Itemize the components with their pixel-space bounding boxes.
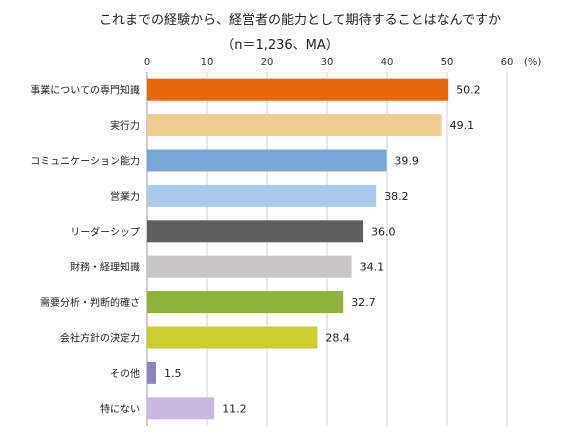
category-label: 会社方針の決定力 <box>60 332 140 345</box>
x-tick-label: 30 <box>321 57 334 68</box>
data-label: 32.7 <box>351 296 376 309</box>
category-label: その他 <box>110 367 140 380</box>
bar <box>147 326 318 349</box>
category-label: 財務・経理知識 <box>70 261 140 274</box>
data-label: 34.1 <box>360 261 385 274</box>
bar <box>147 149 387 172</box>
data-label: 1.5 <box>164 367 182 380</box>
x-tick-label: 40 <box>381 57 394 68</box>
data-label: 50.2 <box>456 84 481 97</box>
bar <box>147 114 442 137</box>
bar <box>147 397 215 420</box>
data-label: 38.2 <box>384 190 409 203</box>
category-label: コミュニケーション能力 <box>30 155 140 168</box>
bar <box>147 78 449 101</box>
category-label: 需要分析・判断的確さ <box>40 296 140 309</box>
bar <box>147 255 352 278</box>
category-labels: 事業についての専門知識実行力コミュニケーション能力営業力リーダーシップ財務・経理… <box>30 84 140 416</box>
data-label: 28.4 <box>325 332 350 345</box>
x-tick-label: 0 <box>144 57 150 68</box>
bar <box>147 361 156 384</box>
x-tick-label: 50 <box>441 57 454 68</box>
data-label: 49.1 <box>450 119 475 132</box>
category-label: リーダーシップ <box>70 225 140 238</box>
x-tick-label: 60 <box>501 57 514 68</box>
data-label: 11.2 <box>222 402 247 415</box>
data-label: 36.0 <box>371 225 396 238</box>
category-label: 特にない <box>100 403 140 415</box>
category-label: 営業力 <box>110 190 140 203</box>
x-tick-labels: 0 10 20 30 40 50 60 <box>144 57 514 68</box>
x-tick-label: 20 <box>261 57 274 68</box>
x-tick-label: 10 <box>201 57 214 68</box>
category-label: 実行力 <box>110 119 140 132</box>
chart-subtitle: （n＝1,236、MA） <box>221 38 339 53</box>
bar <box>147 291 344 314</box>
data-label: 39.9 <box>394 155 419 168</box>
value-labels: 50.2 49.1 39.9 38.2 36.0 34.1 32.7 28.4 1.5 11.2 <box>164 84 481 416</box>
bar <box>147 220 363 243</box>
chart-title: これまでの経験から、経営者の能力として期待することはなんですか <box>99 13 501 28</box>
bars <box>147 78 449 420</box>
category-label: 事業についての専門知識 <box>30 84 140 97</box>
unit-label: (%) <box>524 57 541 68</box>
bar <box>147 184 377 207</box>
